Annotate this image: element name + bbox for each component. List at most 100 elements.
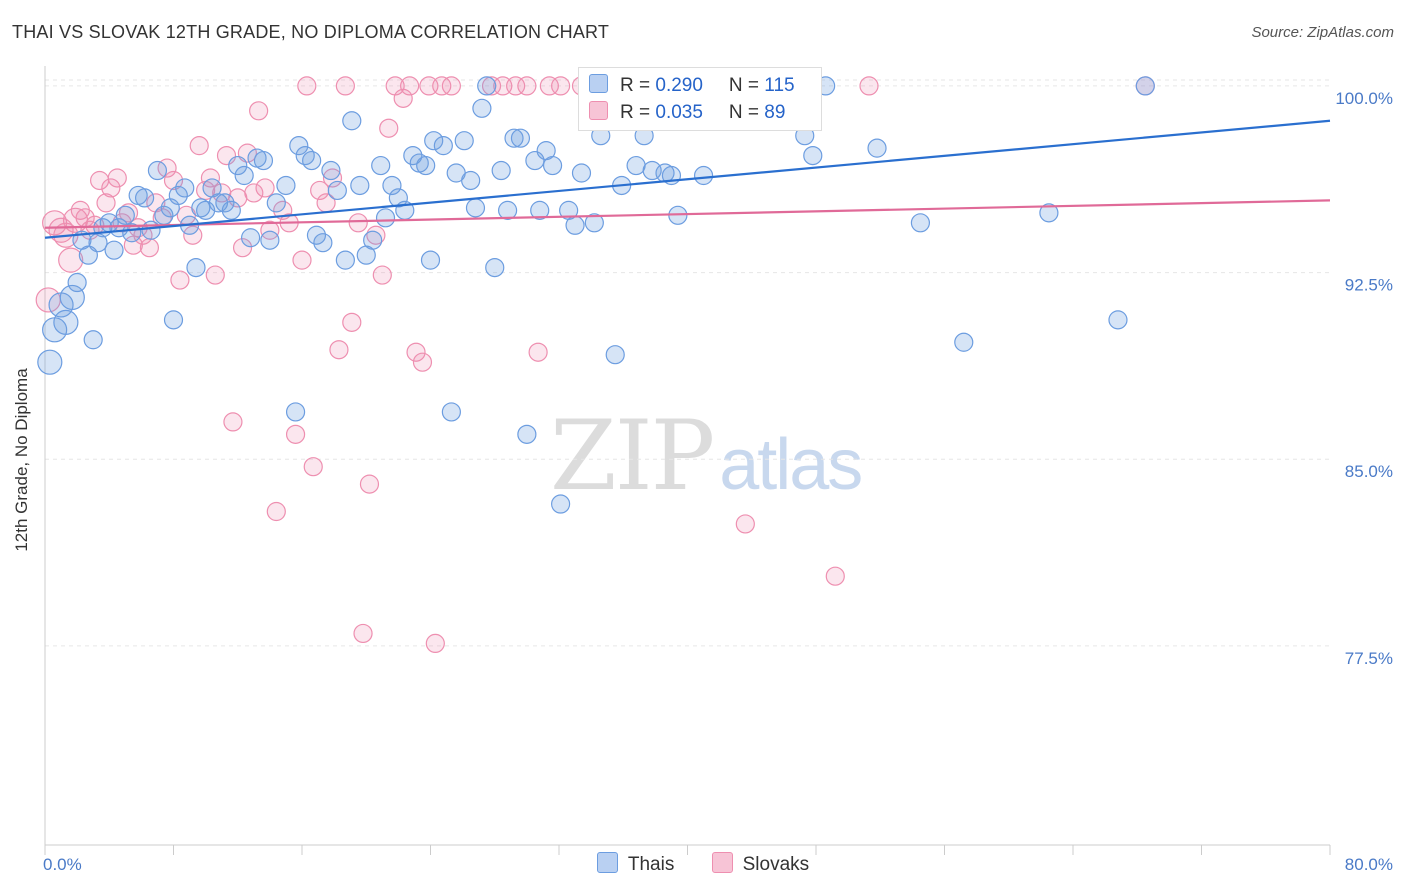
slovaks-point <box>118 203 139 223</box>
slovaks-point <box>96 193 116 213</box>
slovaks-point <box>528 342 548 362</box>
slovaks-point <box>244 183 264 203</box>
slovaks-point <box>335 76 355 96</box>
slovaks-point <box>432 76 452 96</box>
thais-point <box>565 215 585 235</box>
thais-point <box>306 225 327 245</box>
thais-point <box>141 220 161 240</box>
slovaks-point <box>506 76 526 96</box>
x-tick-label: 0.0% <box>43 855 82 874</box>
thais-point <box>465 198 486 218</box>
thais-point <box>477 76 497 96</box>
slovaks-point <box>379 118 399 138</box>
legend-row-slovaks: R = 0.035 N = 89 <box>589 101 785 127</box>
thais-point <box>104 240 124 260</box>
slovaks-point <box>342 312 362 332</box>
watermark: ZIPatlas <box>550 400 863 512</box>
legend-item-slovaks: Slovaks <box>711 852 810 876</box>
slovaks-point <box>223 412 243 432</box>
thais-point <box>335 250 355 270</box>
thais-point <box>517 424 537 444</box>
thais-point <box>454 131 474 151</box>
slovaks-point <box>200 168 221 188</box>
slovaks-point <box>481 76 502 96</box>
slovaks-r-label: R = <box>620 102 656 123</box>
thais-point <box>1039 203 1059 223</box>
source-label: Source: ZipAtlas.com <box>1251 24 1394 41</box>
slovaks-point <box>825 566 845 586</box>
thais-r-value: 0.290 <box>655 75 703 96</box>
slovaks-point <box>735 514 755 534</box>
slovaks-point <box>189 136 209 156</box>
thais-point <box>289 136 309 156</box>
thais-point <box>605 345 625 365</box>
thais-trend-line <box>44 119 1331 239</box>
slovaks-n-value: 89 <box>764 102 786 123</box>
slovaks-point <box>58 247 84 273</box>
thais-point <box>134 188 155 208</box>
legend-row-thais: R = 0.290 N = 115 <box>589 74 795 100</box>
thais-point <box>551 494 571 514</box>
thais-point <box>491 160 511 181</box>
thais-point <box>363 230 383 250</box>
slovaks-point <box>441 76 461 96</box>
thais-point <box>163 310 184 330</box>
thais-point <box>571 163 592 183</box>
y-axis-label: 12th Grade, No Diploma <box>12 368 31 552</box>
slovaks-point <box>255 178 275 198</box>
stats-legend: R = 0.290 N = 115 R = 0.035 N = 89 <box>578 67 822 131</box>
x-tick-label: 80.0% <box>1345 855 1393 874</box>
thais-point <box>504 128 524 148</box>
thais-point <box>382 175 402 196</box>
thais-n-label: N = <box>728 75 765 96</box>
thais-point <box>403 145 423 166</box>
thais-point <box>295 145 315 166</box>
y-tick-label: 77.5% <box>1345 649 1393 668</box>
thais-point <box>221 200 241 220</box>
thais-point <box>253 150 274 171</box>
thais-point <box>215 193 235 213</box>
thais-point <box>461 170 481 191</box>
slovaks-point <box>517 76 537 96</box>
y-tick-label: 92.5% <box>1345 276 1393 295</box>
thais-point <box>542 155 563 176</box>
slovaks-point <box>205 265 225 285</box>
slovaks-point <box>359 474 380 494</box>
thais-point <box>510 128 531 148</box>
thais-point <box>321 160 341 181</box>
slovaks-r-value: 0.035 <box>655 102 703 123</box>
slovaks-point <box>393 88 413 108</box>
y-tick-label: 100.0% <box>1335 89 1393 108</box>
slovaks-point <box>297 76 317 96</box>
thais-point <box>83 330 103 350</box>
chart-title: THAI VS SLOVAK 12TH GRADE, NO DIPLOMA CO… <box>12 22 610 42</box>
slovaks-point <box>163 170 184 191</box>
thais-point <box>115 205 135 225</box>
thais-point <box>313 233 333 253</box>
thais-point <box>285 402 306 422</box>
slovaks-point <box>353 623 373 644</box>
thais-point <box>276 175 296 196</box>
slovaks-point <box>266 501 286 522</box>
slovaks-legend-label: Slovaks <box>742 854 810 875</box>
thais-point <box>485 257 505 278</box>
watermark-atlas: atlas <box>719 425 863 505</box>
thais-point <box>186 257 206 278</box>
thais-r-label: R = <box>620 75 656 96</box>
thais-point <box>371 155 391 176</box>
thais-point <box>424 131 444 151</box>
thais-point <box>441 402 461 422</box>
y-tick-label: 85.0% <box>1345 462 1393 481</box>
slovaks-point <box>249 101 269 121</box>
thais-point <box>433 136 453 156</box>
thais-point <box>342 111 362 131</box>
slovaks-point <box>107 168 127 188</box>
thais-n-value: 115 <box>764 75 795 96</box>
thais-point <box>416 155 436 176</box>
thais-point <box>228 155 248 176</box>
thais-point <box>530 200 550 220</box>
thais-point <box>67 272 87 293</box>
thais-point <box>954 332 974 352</box>
slovaks-point <box>303 457 323 477</box>
